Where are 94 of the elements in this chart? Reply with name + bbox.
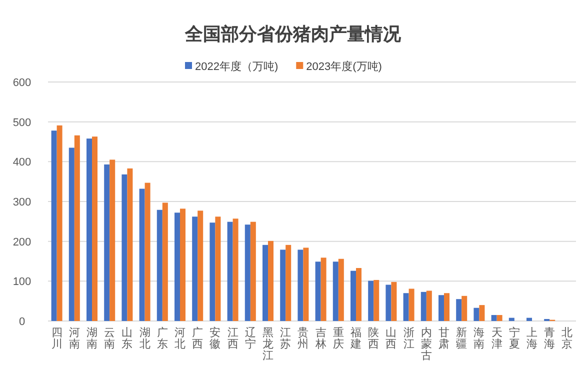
bar bbox=[403, 293, 409, 321]
bar bbox=[391, 282, 397, 321]
bar bbox=[315, 262, 321, 321]
y-tick-label: 300 bbox=[12, 196, 32, 208]
x-tick-label: 贵州 bbox=[298, 326, 309, 350]
bar bbox=[474, 308, 480, 321]
x-tick-label: 甘肃 bbox=[438, 326, 450, 350]
bar bbox=[156, 210, 162, 321]
bar bbox=[462, 296, 468, 321]
bar bbox=[338, 258, 344, 321]
bar bbox=[74, 135, 80, 321]
x-tick-label: 宁夏 bbox=[508, 326, 520, 350]
y-tick-label: 100 bbox=[12, 276, 32, 288]
bar bbox=[456, 299, 462, 321]
bar bbox=[232, 218, 238, 321]
bar bbox=[110, 160, 116, 321]
x-tick-label: 河北 bbox=[174, 327, 186, 350]
bar bbox=[303, 248, 309, 321]
x-tick-label: 山西 bbox=[386, 326, 397, 350]
x-tick-label: 陕西 bbox=[368, 327, 380, 350]
x-tick-label: 广西 bbox=[192, 326, 204, 350]
x-tick-label: 山东 bbox=[122, 326, 133, 350]
x-tick-label: 吉林 bbox=[314, 326, 326, 350]
bar bbox=[444, 293, 450, 321]
bar bbox=[420, 292, 426, 321]
x-tick-label: 安徽 bbox=[210, 326, 221, 350]
bar bbox=[280, 250, 286, 321]
bar bbox=[68, 148, 74, 321]
bar bbox=[51, 130, 57, 321]
x-tick-label: 上海 bbox=[526, 326, 538, 350]
bar bbox=[268, 240, 274, 321]
x-tick-label: 江西 bbox=[227, 327, 238, 350]
x-tick-label: 北京 bbox=[562, 326, 573, 350]
bar bbox=[320, 258, 326, 321]
x-tick-label: 江苏 bbox=[280, 327, 292, 350]
bar bbox=[386, 284, 392, 321]
bar bbox=[426, 290, 432, 321]
y-tick-label: 200 bbox=[12, 236, 32, 248]
x-tick-label: 广东 bbox=[156, 326, 168, 350]
x-tick-label: 云南 bbox=[104, 327, 116, 350]
bar bbox=[162, 202, 168, 321]
bar bbox=[491, 315, 497, 321]
y-tick-label: 400 bbox=[12, 156, 32, 169]
x-tick-label: 福建 bbox=[350, 326, 362, 350]
bar bbox=[174, 212, 180, 321]
bar bbox=[192, 216, 198, 321]
bar bbox=[298, 250, 304, 321]
bar bbox=[215, 216, 221, 321]
bar bbox=[227, 222, 233, 321]
bar bbox=[210, 222, 216, 321]
x-tick-label: 海南 bbox=[474, 327, 485, 350]
bar bbox=[198, 210, 204, 321]
bar bbox=[250, 222, 256, 321]
bar bbox=[104, 164, 110, 321]
x-tick-label: 湖北 bbox=[139, 327, 150, 350]
y-tick-label: 600 bbox=[12, 77, 32, 89]
x-tick-label: 天津 bbox=[491, 327, 502, 350]
x-tick-label: 浙江 bbox=[403, 326, 414, 350]
bar bbox=[496, 315, 502, 321]
bar bbox=[244, 224, 250, 321]
x-tick-label: 湖南 bbox=[86, 327, 98, 350]
bar bbox=[92, 136, 98, 321]
bar bbox=[262, 244, 268, 321]
bar bbox=[139, 188, 145, 321]
x-tick-label: 内蒙古 bbox=[420, 326, 432, 362]
x-tick-label: 黑龙江 bbox=[262, 327, 274, 362]
bar bbox=[122, 174, 128, 321]
bar bbox=[332, 262, 338, 321]
bar bbox=[356, 268, 362, 321]
bar bbox=[408, 288, 414, 321]
title: 全国部分省份猪肉产量情况 bbox=[185, 24, 401, 44]
bar bbox=[508, 318, 514, 321]
bar bbox=[526, 318, 532, 321]
bar bbox=[56, 125, 62, 321]
x-tick-label: 河南 bbox=[68, 327, 80, 350]
x-tick-label: 重庆 bbox=[332, 326, 344, 350]
bar bbox=[438, 295, 444, 321]
bar bbox=[144, 182, 150, 321]
y-tick-label: 0 bbox=[18, 316, 26, 328]
bar bbox=[127, 168, 133, 321]
x-tick-label: 辽宁 bbox=[244, 327, 256, 350]
bar bbox=[479, 305, 485, 321]
bar bbox=[286, 244, 292, 321]
legend-label: 2023年度(万吨) bbox=[306, 60, 382, 73]
y-tick-label: 500 bbox=[12, 116, 32, 129]
bar bbox=[86, 138, 92, 321]
bar bbox=[368, 280, 374, 321]
bar bbox=[180, 208, 186, 321]
bar bbox=[374, 280, 380, 321]
bar bbox=[350, 270, 356, 321]
x-tick-label: 新疆 bbox=[456, 326, 468, 350]
x-tick-label: 四川 bbox=[51, 327, 62, 350]
x-tick-label: 青海 bbox=[544, 326, 556, 350]
legend-label: 2022年度（万吨) bbox=[195, 60, 278, 73]
